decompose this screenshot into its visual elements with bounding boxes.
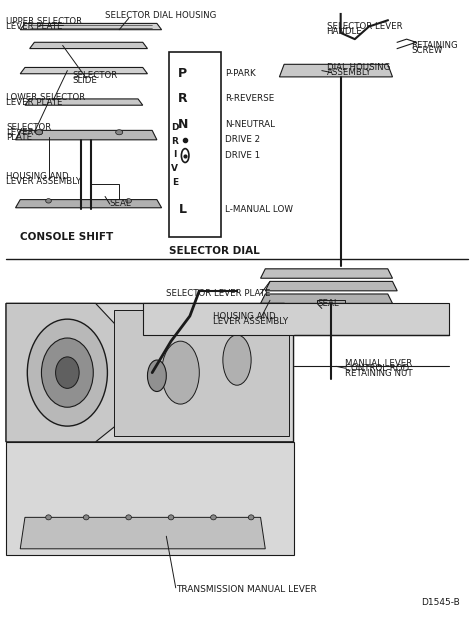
Polygon shape <box>20 68 147 74</box>
Polygon shape <box>261 294 392 303</box>
Text: LEVER PLATE: LEVER PLATE <box>6 98 63 107</box>
Polygon shape <box>16 200 162 208</box>
Ellipse shape <box>210 515 216 520</box>
Text: ASSEMBLY: ASSEMBLY <box>327 68 371 77</box>
Polygon shape <box>20 23 162 30</box>
Text: LEVER ASSEMBLY: LEVER ASSEMBLY <box>213 317 289 325</box>
Text: SELECTOR DIAL HOUSING: SELECTOR DIAL HOUSING <box>105 11 217 20</box>
Ellipse shape <box>41 338 93 407</box>
Text: DRIVE 1: DRIVE 1 <box>225 151 260 160</box>
Polygon shape <box>16 130 157 140</box>
Text: N-NEUTRAL: N-NEUTRAL <box>225 119 275 128</box>
Text: L: L <box>179 202 187 216</box>
Text: D: D <box>171 123 179 131</box>
Text: SCREW: SCREW <box>411 46 443 55</box>
Text: LEVER: LEVER <box>6 128 34 137</box>
Text: SELECTOR DIAL: SELECTOR DIAL <box>169 245 259 255</box>
Text: SELECTOR: SELECTOR <box>6 123 51 131</box>
Text: L-MANUAL LOW: L-MANUAL LOW <box>225 205 293 214</box>
Text: UPPER SELECTOR: UPPER SELECTOR <box>6 17 82 26</box>
Text: SELECTOR: SELECTOR <box>72 71 118 80</box>
Text: LOWER SELECTOR: LOWER SELECTOR <box>6 93 85 102</box>
Text: RETAINING: RETAINING <box>411 41 458 50</box>
Text: R: R <box>178 92 188 106</box>
Text: N: N <box>178 118 188 131</box>
Bar <box>91 184 119 200</box>
Polygon shape <box>30 42 147 49</box>
Ellipse shape <box>223 335 251 386</box>
Polygon shape <box>6 442 293 555</box>
Text: SELECTOR LEVER PLATE: SELECTOR LEVER PLATE <box>166 289 271 298</box>
Text: P-PARK: P-PARK <box>225 70 256 78</box>
Text: HOUSING AND: HOUSING AND <box>6 172 69 181</box>
Ellipse shape <box>126 198 131 203</box>
Text: MANUAL LEVER: MANUAL LEVER <box>346 359 413 368</box>
Polygon shape <box>143 303 449 335</box>
Text: SEAL: SEAL <box>317 299 339 308</box>
Text: SLIDE: SLIDE <box>72 76 97 85</box>
Text: CONSOLE SHIFT: CONSOLE SHIFT <box>20 233 113 242</box>
Text: DRIVE 2: DRIVE 2 <box>225 135 260 144</box>
Text: HOUSING AND: HOUSING AND <box>213 312 276 320</box>
Ellipse shape <box>55 357 79 388</box>
Text: SELECTOR LEVER: SELECTOR LEVER <box>327 22 402 31</box>
Polygon shape <box>6 303 293 442</box>
Text: P: P <box>178 67 187 80</box>
Text: LEVER ASSEMBLY: LEVER ASSEMBLY <box>6 177 81 186</box>
Ellipse shape <box>46 198 51 203</box>
Text: TRANSMISSION MANUAL LEVER: TRANSMISSION MANUAL LEVER <box>176 585 317 594</box>
Polygon shape <box>279 64 392 77</box>
Text: SEAL: SEAL <box>110 200 131 209</box>
Ellipse shape <box>147 360 166 391</box>
Ellipse shape <box>248 515 254 520</box>
Ellipse shape <box>162 341 199 404</box>
Text: HANDLE: HANDLE <box>327 27 362 36</box>
Text: RETAINING NUT: RETAINING NUT <box>346 368 413 378</box>
Text: PLATE: PLATE <box>6 133 32 142</box>
Ellipse shape <box>36 130 43 135</box>
Ellipse shape <box>27 319 108 426</box>
Bar <box>169 52 220 238</box>
Text: R-REVERSE: R-REVERSE <box>225 94 274 104</box>
Text: DIAL HOUSING: DIAL HOUSING <box>327 63 390 72</box>
Ellipse shape <box>83 515 89 520</box>
Text: R: R <box>172 137 178 145</box>
Bar <box>115 310 289 435</box>
Ellipse shape <box>168 515 174 520</box>
Text: V: V <box>171 164 178 173</box>
Ellipse shape <box>46 515 51 520</box>
Text: E: E <box>172 178 178 187</box>
Polygon shape <box>25 99 143 105</box>
Text: I: I <box>173 150 176 159</box>
Text: LEVER PLATE: LEVER PLATE <box>6 22 63 31</box>
Ellipse shape <box>126 515 131 520</box>
Bar <box>317 300 346 313</box>
Polygon shape <box>265 281 397 291</box>
Text: D1545-B: D1545-B <box>421 598 459 607</box>
Polygon shape <box>6 303 119 442</box>
Ellipse shape <box>36 130 43 135</box>
Ellipse shape <box>116 130 123 135</box>
Text: CONTROL ROD: CONTROL ROD <box>346 364 410 373</box>
Polygon shape <box>261 269 392 278</box>
Polygon shape <box>20 518 265 549</box>
